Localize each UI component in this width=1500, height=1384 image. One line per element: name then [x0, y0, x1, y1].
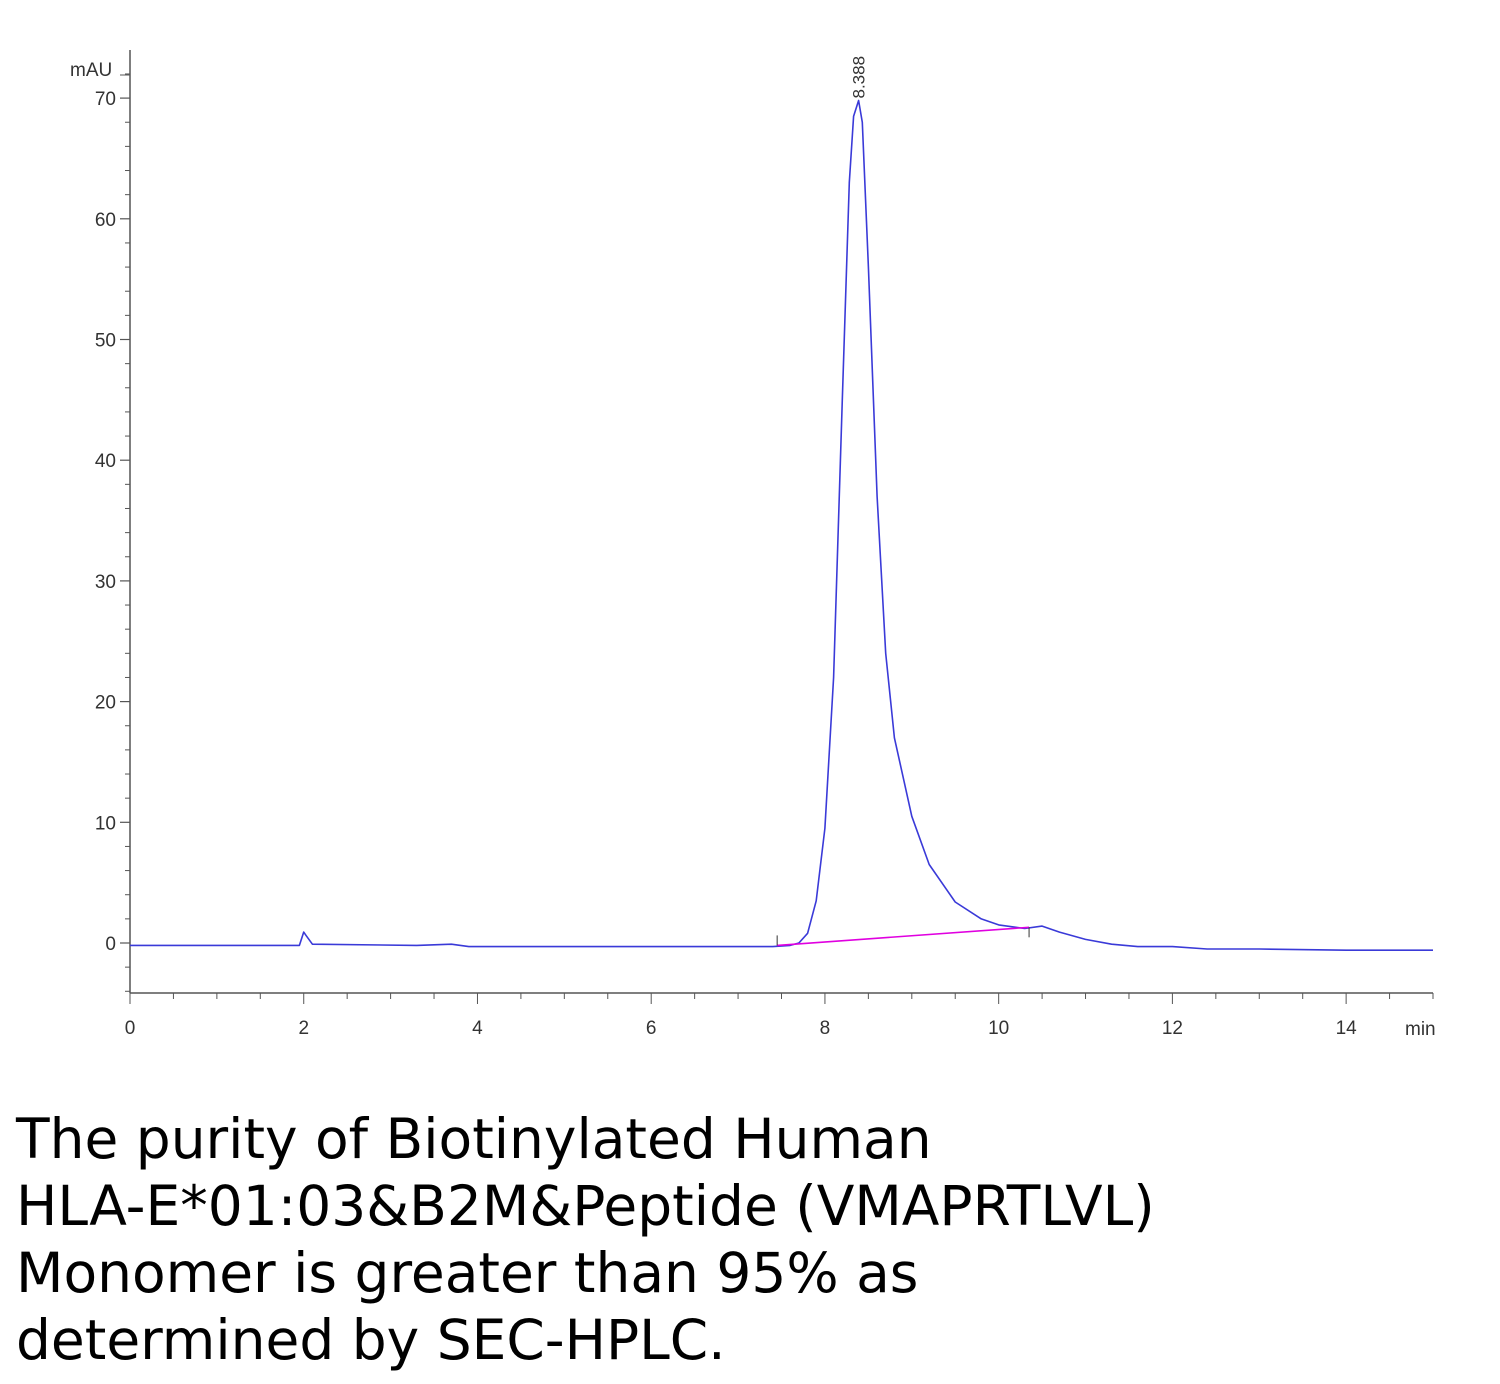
y-tick-label: 60: [95, 210, 116, 231]
annotation-layer: 8.388: [776, 56, 1030, 946]
x-axis: 0 2 4 6 8 10 12 14: [125, 992, 1434, 1039]
y-axis-unit-label: mAU: [70, 60, 112, 81]
peak-retention-label: 8.388: [850, 56, 869, 99]
x-tick-label: 8: [820, 1018, 831, 1039]
chromatogram-trace: [130, 99, 1433, 951]
y-tick-label: 70: [95, 89, 116, 110]
x-tick-label: 12: [1162, 1018, 1183, 1039]
baseline-integration-line: [777, 926, 1030, 947]
x-tick-label: 10: [988, 1018, 1009, 1039]
chromatogram-chart: 0 10 20 30 40 50 60 70 0 2 4 6 8 10 12 14 mAU min 8.38…: [70, 50, 1436, 1040]
figure-caption: The purity of Biotinylated Human HLA-E*0…: [16, 1106, 1476, 1374]
x-tick-label: 14: [1336, 1018, 1358, 1039]
x-tick-label: 4: [472, 1018, 483, 1039]
series-layer: [130, 99, 1433, 951]
y-tick-label: 40: [95, 451, 116, 472]
caption-line-2: HLA-E*01:03&B2M&Peptide (VMAPRTLVL): [16, 1174, 1155, 1238]
x-axis-unit-label: min: [1405, 1019, 1436, 1040]
x-tick-label: 0: [125, 1018, 136, 1039]
y-tick-label: 20: [95, 693, 116, 714]
x-tick-label: 2: [298, 1018, 309, 1039]
x-tick-label: 6: [646, 1018, 657, 1039]
y-tick-label: 10: [95, 813, 116, 834]
caption-line-4: determined by SEC-HPLC.: [16, 1308, 726, 1372]
y-axis: 0 10 20 30 40 50 60 70: [95, 50, 131, 993]
caption-line-3: Monomer is greater than 95% as: [16, 1241, 919, 1305]
y-tick-label: 30: [95, 572, 116, 593]
y-tick-label: 50: [95, 331, 116, 352]
caption-line-1: The purity of Biotinylated Human: [16, 1107, 932, 1171]
y-tick-label: 0: [105, 934, 116, 955]
